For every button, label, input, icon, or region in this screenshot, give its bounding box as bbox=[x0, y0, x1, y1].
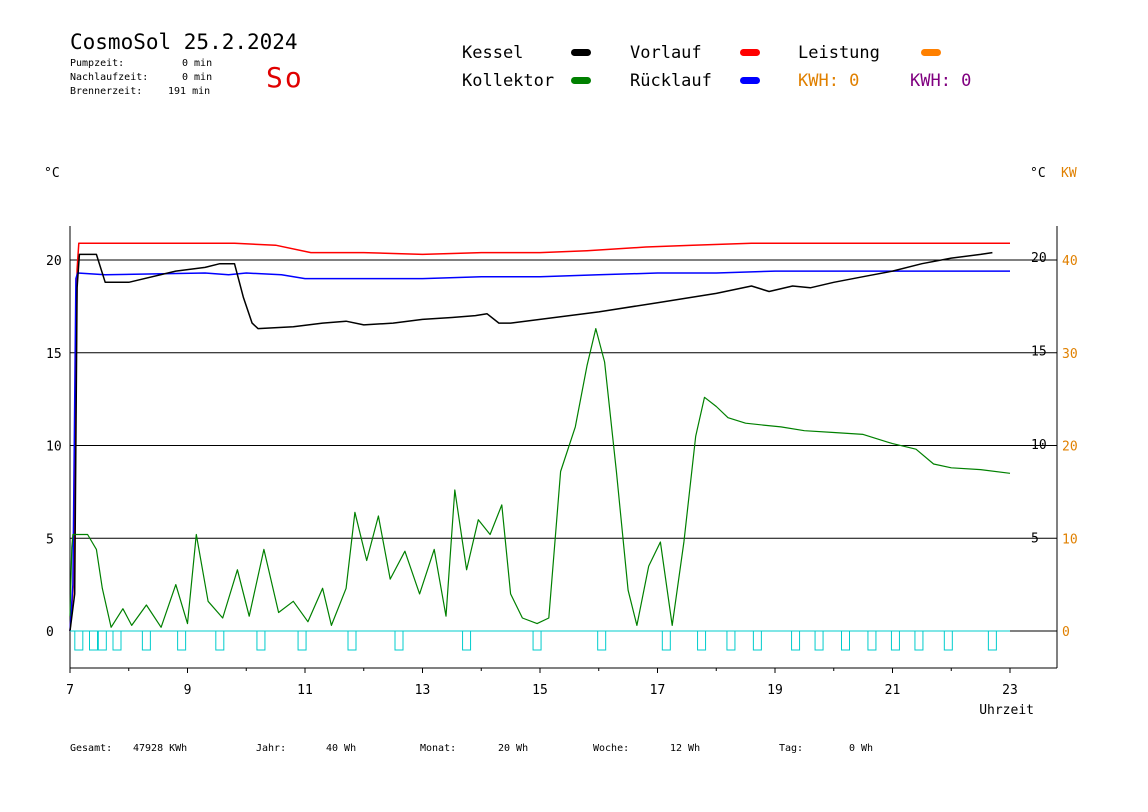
y-left-tick-label: 0 bbox=[46, 625, 54, 640]
y-left-tick-label: 20 bbox=[46, 254, 62, 269]
leistung-pulse-marker bbox=[215, 630, 225, 651]
y-right-temp-tick-label: 15 bbox=[1031, 345, 1047, 360]
footer-value-monat: 20 Wh bbox=[498, 743, 529, 754]
stat-label-pump: Pumpzeit: bbox=[70, 58, 125, 69]
legend-label-ruecklauf: Rücklauf bbox=[630, 71, 712, 91]
legend-label-kollektor: Kollektor bbox=[462, 71, 555, 91]
leistung-pulse-marker bbox=[943, 630, 953, 651]
leistung-pulse-marker bbox=[532, 630, 542, 651]
leistung-pulse-marker bbox=[841, 630, 850, 651]
y-right-power-tick-label: 0 bbox=[1062, 625, 1070, 640]
x-tick-label: 19 bbox=[767, 683, 783, 698]
x-tick-label: 21 bbox=[885, 683, 901, 698]
leistung-pulse-marker bbox=[697, 630, 707, 651]
series-ruecklauf bbox=[69, 270, 1010, 632]
leistung-pulse-marker bbox=[112, 630, 122, 651]
x-tick-label: 23 bbox=[1002, 683, 1018, 698]
page-title: CosmoSol 25.2.2024 bbox=[70, 30, 298, 54]
leistung-pulse-marker bbox=[814, 630, 824, 651]
leistung-pulse-marker bbox=[89, 630, 98, 651]
x-tick-label: 9 bbox=[184, 683, 192, 698]
x-tick-label: 17 bbox=[650, 683, 666, 698]
y-right-power-tick-label: 10 bbox=[1062, 532, 1078, 547]
leistung-pulse-marker bbox=[394, 630, 404, 651]
stat-label-brenner: Brennerzeit: bbox=[70, 86, 143, 97]
x-tick-label: 7 bbox=[66, 683, 74, 698]
legend-swatch-vorlauf bbox=[740, 49, 760, 56]
kwh-total-purple: KWH: 0 bbox=[910, 71, 972, 91]
footer-label-woche: Woche: bbox=[593, 743, 630, 754]
footer-value-tag: 0 Wh bbox=[849, 743, 874, 754]
y-left-tick-label: 15 bbox=[46, 347, 62, 362]
leistung-pulse-marker bbox=[791, 630, 801, 651]
x-tick-label: 15 bbox=[532, 683, 548, 698]
leistung-pulse-marker bbox=[297, 630, 307, 651]
leistung-pulse-marker bbox=[141, 630, 151, 651]
footer-label-monat: Monat: bbox=[420, 743, 457, 754]
y-right-temp-tick-label: 5 bbox=[1031, 532, 1039, 547]
series-kessel bbox=[69, 251, 993, 632]
legend-label-kessel: Kessel bbox=[462, 43, 524, 63]
y-right-power-tick-label: 20 bbox=[1062, 440, 1078, 455]
leistung-pulse-marker bbox=[726, 630, 736, 651]
stat-label-nachlauf: Nachlaufzeit: bbox=[70, 72, 149, 83]
legend-label-leistung: Leistung bbox=[798, 43, 880, 63]
y-right-temp-tick-label: 10 bbox=[1031, 438, 1047, 453]
legend-swatch-ruecklauf bbox=[740, 77, 760, 84]
leistung-pulse-marker bbox=[462, 630, 472, 651]
stat-value-brenner: 191 min bbox=[168, 86, 211, 97]
footer-value-woche: 12 Wh bbox=[670, 743, 701, 754]
series-kollektor bbox=[69, 328, 1011, 628]
leistung-pulse-marker bbox=[97, 630, 107, 651]
right-axis-temp-unit: °C bbox=[1030, 166, 1046, 181]
footer-value-gesamt: 47928 KWh bbox=[133, 743, 188, 754]
legend-swatch-leistung bbox=[921, 49, 941, 56]
leistung-pulse-marker bbox=[752, 630, 762, 651]
x-tick-label: 13 bbox=[415, 683, 431, 698]
footer-value-jahr: 40 Wh bbox=[326, 743, 357, 754]
footer-label-gesamt: Gesamt: bbox=[70, 743, 113, 754]
footer-label-tag: Tag: bbox=[779, 743, 804, 754]
footer-label-jahr: Jahr: bbox=[256, 743, 287, 754]
leistung-pulse-marker bbox=[987, 630, 997, 651]
leistung-pulse-marker bbox=[597, 630, 607, 651]
series-vorlauf bbox=[69, 242, 1010, 632]
left-axis-unit: °C bbox=[44, 166, 60, 181]
leistung-pulse-marker bbox=[177, 630, 187, 651]
y-right-power-tick-label: 40 bbox=[1062, 254, 1078, 269]
legend-swatch-kollektor bbox=[571, 77, 591, 84]
weekday-label: So bbox=[266, 61, 304, 94]
legend-swatch-kessel bbox=[571, 49, 591, 56]
y-left-tick-label: 10 bbox=[46, 440, 62, 455]
right-axis-power-unit: KW bbox=[1061, 166, 1077, 181]
leistung-pulse-marker bbox=[914, 630, 924, 651]
leistung-pulse-marker bbox=[661, 630, 671, 651]
leistung-pulse-marker bbox=[74, 630, 84, 651]
leistung-pulse-marker bbox=[347, 630, 357, 651]
y-left-tick-label: 5 bbox=[46, 532, 54, 547]
leistung-pulse-marker bbox=[256, 630, 266, 651]
kwh-total-orange: KWH: 0 bbox=[798, 71, 860, 91]
x-tick-label: 11 bbox=[297, 683, 313, 698]
leistung-pulse-marker bbox=[867, 630, 877, 651]
legend-label-vorlauf: Vorlauf bbox=[630, 43, 702, 63]
stat-value-nachlauf: 0 min bbox=[182, 72, 213, 83]
y-right-temp-tick-label: 20 bbox=[1031, 251, 1047, 266]
y-right-power-tick-label: 30 bbox=[1062, 347, 1078, 362]
x-axis-label: Uhrzeit bbox=[979, 703, 1034, 718]
leistung-pulse-marker bbox=[890, 630, 900, 651]
stat-value-pump: 0 min bbox=[182, 58, 213, 69]
